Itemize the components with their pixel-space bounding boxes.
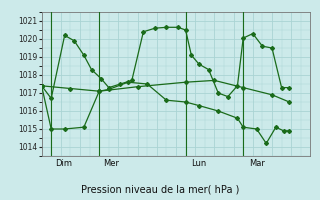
Text: Pression niveau de la mer( hPa ): Pression niveau de la mer( hPa ) bbox=[81, 184, 239, 194]
Text: Mer: Mer bbox=[103, 159, 119, 168]
Text: Dim: Dim bbox=[55, 159, 72, 168]
Text: Mar: Mar bbox=[249, 159, 265, 168]
Text: Lun: Lun bbox=[191, 159, 207, 168]
